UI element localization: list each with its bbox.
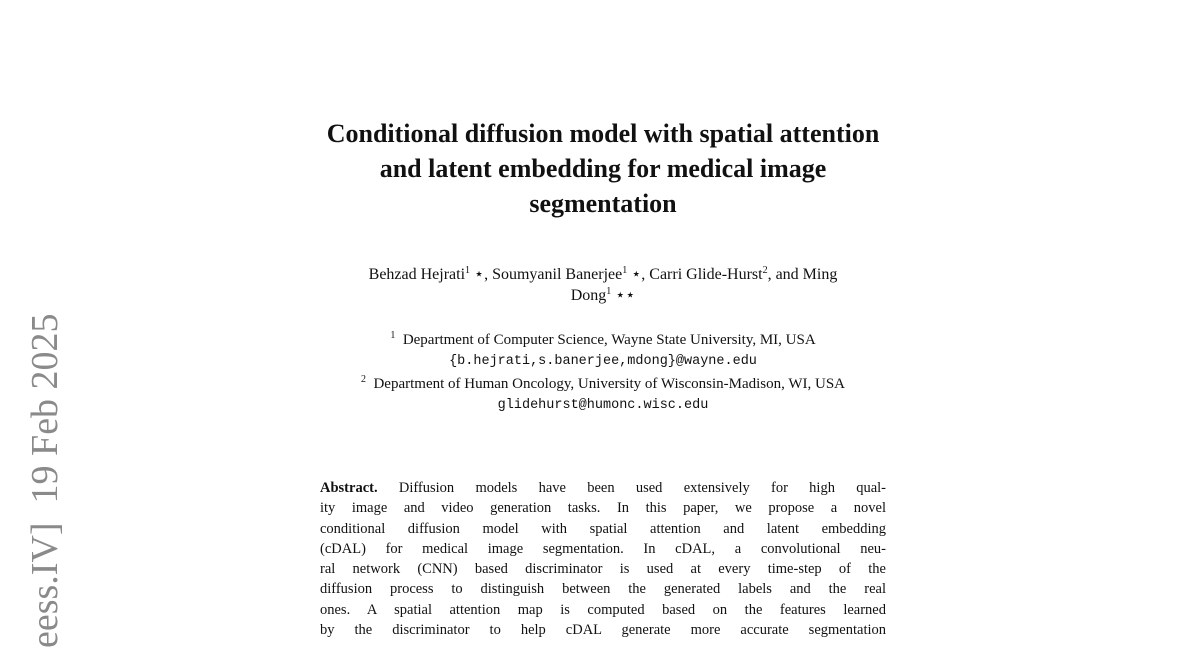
author-mark: ⋆ [627,266,642,283]
abstract-line: ity image and video generation tasks. In… [320,500,886,517]
abstract-label: Abstract. [320,480,378,496]
affiliation-sup: 1 [390,330,396,341]
affiliation-sup: 1 [606,286,612,297]
affiliation-text: Department of Computer Science, Wayne St… [402,332,816,348]
author: Carri Glide-Hurst [649,266,763,283]
author-list: Behzad Hejrati1 ⋆, Soumyanil Banerjee1 ⋆… [368,265,838,305]
affiliation-email: glidehurst@humonc.wisc.edu [497,398,709,413]
affiliation-email: {b.hejrati,s.banerjee,mdong}@wayne.edu [449,354,757,369]
affiliation-text: Department of Human Oncology, University… [373,376,846,392]
abstract-line: ral network (CNN) based discriminator is… [320,561,886,578]
title-line: and latent embedding for medical image [379,154,827,183]
title-line: Conditional diffusion model with spatial… [326,119,880,148]
affiliation-sup: 1 [465,265,471,276]
abstract: Abstract. Diffusion models have been use… [320,478,886,640]
author-conjunction: , and Ming [767,266,838,283]
abstract-line: diffusion process to distinguish between… [320,581,886,598]
title-line: segmentation [529,189,677,218]
affiliation: 1 Department of Computer Science, Wayne … [280,329,926,351]
abstract-line: conditional diffusion model with spatial… [320,520,886,537]
affiliation: 2 Department of Human Oncology, Universi… [280,373,926,395]
affiliation-sup: 2 [360,374,366,385]
author-mark: ⋆ [470,266,485,283]
abstract-line: (cDAL) for medical image segmentation. I… [320,540,886,557]
author: Behzad Hejrati [368,266,466,283]
paper-title: Conditional diffusion model with spatial… [250,116,956,221]
abstract-line: by the discriminator to help cDAL genera… [320,622,886,639]
abstract-line: ones. A spatial attention map is compute… [320,601,886,618]
author: Dong [570,287,607,304]
abstract-line: Abstract. Diffusion models have been use… [320,478,886,498]
affiliation-sup: 2 [762,265,768,276]
affiliations: 1 Department of Computer Science, Wayne … [280,329,926,417]
author: Soumyanil Banerjee [492,266,623,283]
abstract-text: Diffusion models have been used extensiv… [398,480,886,496]
affiliation-sup: 1 [622,265,628,276]
author-mark: ⋆⋆ [611,287,636,304]
arxiv-side-stamp: eess.IV] 19 Feb 2025 [24,313,66,648]
